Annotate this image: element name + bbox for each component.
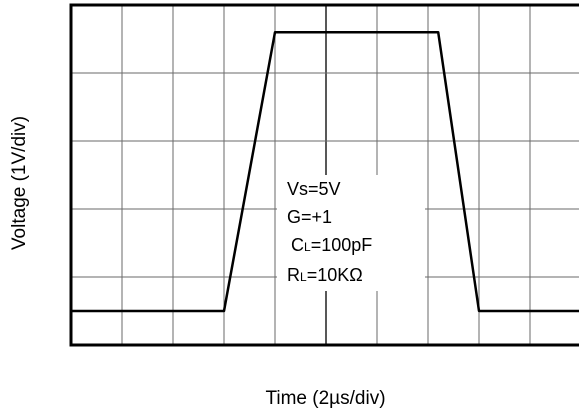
waveform [71, 30, 579, 313]
condition-gain: G=+1 [287, 207, 333, 227]
test-conditions: Vs=5V G=+1 CL=100pF RL=10KΩ [277, 175, 425, 291]
x-axis-label: Time (2µs/div) [265, 388, 386, 409]
y-axis-label-wrap: Voltage (1V/div) [0, 0, 40, 419]
condition-load-capacitance: CL=100pF [291, 235, 373, 255]
y-axis-label: Voltage (1V/div) [9, 115, 30, 251]
condition-load-resistance: RL=10KΩ [287, 265, 363, 285]
plot-frame [69, 3, 579, 347]
series-line [71, 30, 579, 313]
condition-supply: Vs=5V [287, 179, 341, 199]
plot-border [69, 3, 579, 347]
x-axis-label-wrap: Time (2µs/div) [0, 388, 579, 410]
